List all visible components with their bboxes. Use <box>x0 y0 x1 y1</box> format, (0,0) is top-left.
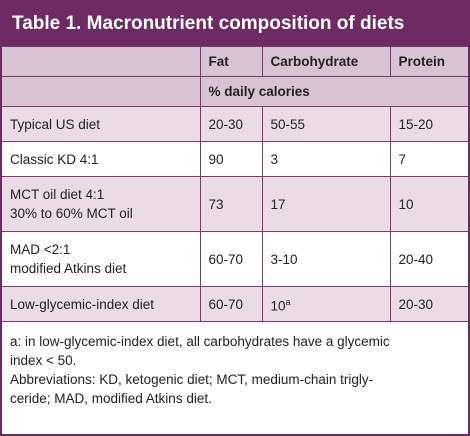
diet-line: modified Atkins diet <box>10 261 127 276</box>
column-header: Carbohydrate <box>261 46 391 77</box>
footnote-line: index < 50. <box>10 353 77 368</box>
fat-cell: 60-70 <box>199 286 263 322</box>
footnotes: a: in low-glycemic-index diet, all carbo… <box>2 322 468 408</box>
table-row: MAD <2:1 modified Atkins diet 60-70 3-10 20-… <box>2 231 468 287</box>
diet-cell: MCT oil diet 4:1 30% to 60% MCT oil <box>2 176 201 232</box>
diet-cell: MAD <2:1 modified Atkins diet <box>2 231 201 287</box>
fat-cell: 60-70 <box>199 231 263 287</box>
footnote: Abbreviations: KD, ketogenic diet; MCT, … <box>10 370 460 408</box>
diet-line: Classic KD 4:1 <box>10 151 99 167</box>
fat-cell: 20-30 <box>199 106 263 142</box>
footnote-line: ceride; MAD, modified Atkins diet. <box>10 391 212 406</box>
carbohydrate-value: 3-10 <box>270 251 298 267</box>
diet-line: 30% to 60% MCT oil <box>10 206 133 221</box>
carbohydrate-value: 50-55 <box>270 116 306 132</box>
column-header: Fat <box>199 46 263 77</box>
table-row: Classic KD 4:1 90 3 7 <box>2 141 468 177</box>
table-row: MCT oil diet 4:1 30% to 60% MCT oil 73 17 10 <box>2 176 468 232</box>
carbohydrate-cell: 3-10 <box>261 231 391 287</box>
diet-line: MAD <2:1 <box>10 242 71 257</box>
carbohydrate-cell: 10a <box>261 286 391 322</box>
diet-cell: Typical US diet <box>2 106 201 142</box>
carbohydrate-value: 3 <box>270 151 279 167</box>
table-row: Low-glycemic-index diet 60-70 10a 20-30 <box>2 286 468 322</box>
diet-line: MCT oil diet 4:1 <box>10 187 105 202</box>
footnote-line: a: in low-glycemic-index diet, all carbo… <box>10 334 390 349</box>
footnote-marker: a <box>285 296 291 307</box>
table-title: Table 1. Macronutrient composition of di… <box>2 2 468 46</box>
table: Fat Carbohydrate Protein % daily calorie… <box>2 46 468 322</box>
diet-line: Low-glycemic-index diet <box>10 296 155 312</box>
carbohydrate-cell: 50-55 <box>261 106 391 142</box>
protein-cell: 20-30 <box>389 286 468 322</box>
column-header: Protein <box>389 46 468 77</box>
carbohydrate-value: 17 <box>270 196 286 212</box>
empty-cell <box>2 46 201 77</box>
fat-cell: 73 <box>199 176 263 232</box>
carbohydrate-value: 10 <box>270 298 286 314</box>
footnote: a: in low-glycemic-index diet, all carbo… <box>10 332 460 370</box>
footnote-line: Abbreviations: KD, ketogenic diet; MCT, … <box>10 372 374 387</box>
protein-cell: 7 <box>389 141 468 177</box>
protein-cell: 15-20 <box>389 106 468 142</box>
carbohydrate-cell: 3 <box>261 141 391 177</box>
carbohydrate-cell: 17 <box>261 176 391 232</box>
empty-cell <box>2 76 201 107</box>
diet-line: Typical US diet <box>10 116 101 132</box>
fat-cell: 90 <box>199 141 263 177</box>
protein-cell: 10 <box>389 176 468 232</box>
protein-cell: 20-40 <box>389 231 468 287</box>
subheader: % daily calories <box>199 76 468 107</box>
diet-cell: Classic KD 4:1 <box>2 141 201 177</box>
header-row: Fat Carbohydrate Protein <box>2 46 468 77</box>
table-row: Typical US diet 20-30 50-55 15-20 <box>2 106 468 142</box>
diet-cell: Low-glycemic-index diet <box>2 286 201 322</box>
subheader-row: % daily calories <box>2 76 468 107</box>
